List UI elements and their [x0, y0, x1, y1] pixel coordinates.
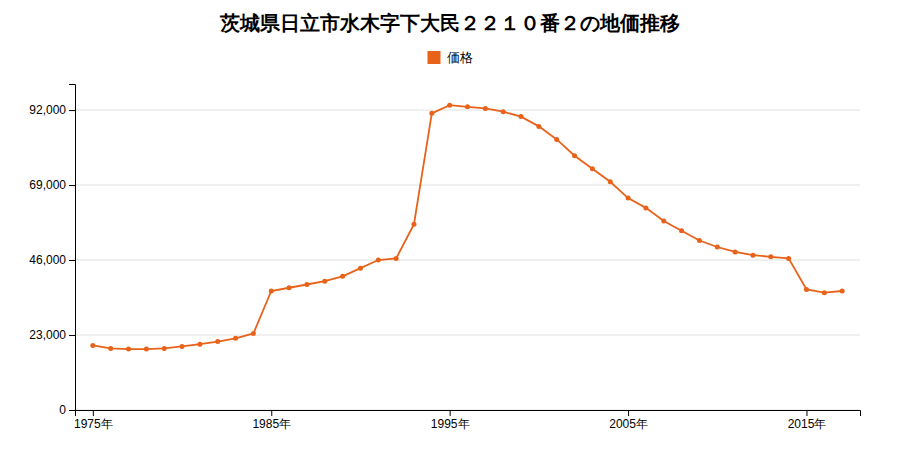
- x-tick-label: 1975年: [74, 417, 113, 431]
- y-tick-label: 0: [59, 403, 66, 417]
- marker: [679, 228, 684, 233]
- marks: [90, 103, 844, 352]
- marker: [554, 137, 559, 142]
- x-tick-mark: [450, 410, 451, 416]
- marker: [626, 196, 631, 201]
- y-tick-label: 23,000: [29, 328, 66, 342]
- y-tick: 92,000: [29, 103, 75, 117]
- grid-line: [75, 110, 860, 111]
- y-tick-label: 92,000: [29, 103, 66, 117]
- x-tick-mark: [271, 410, 272, 416]
- marker: [233, 336, 238, 341]
- x-tick: 1985年: [252, 410, 291, 431]
- marker: [822, 290, 827, 295]
- marker: [340, 274, 345, 279]
- legend-item: 価格: [428, 50, 473, 65]
- marker: [786, 256, 791, 261]
- marker: [643, 205, 648, 210]
- marker: [750, 253, 755, 258]
- marker: [661, 218, 666, 223]
- marker: [251, 331, 256, 336]
- marker: [180, 344, 185, 349]
- x-tick: 2005年: [609, 410, 648, 431]
- marker: [287, 285, 292, 290]
- marker: [394, 256, 399, 261]
- x-axis: 1975年 1985年 1995年 2005年 2015年: [74, 410, 861, 431]
- marker: [465, 104, 470, 109]
- marker: [519, 114, 524, 119]
- marker: [590, 166, 595, 171]
- grid-line: [75, 185, 860, 186]
- plot-area: 1975年 1985年 1995年 2005年 2015年 0 23,000 46,000 69…: [29, 85, 860, 431]
- x-axis-line: [76, 411, 861, 417]
- legend: 価格: [428, 50, 473, 65]
- marker: [572, 153, 577, 158]
- marker: [197, 342, 202, 347]
- y-tick-mark: [69, 260, 75, 261]
- grid: [75, 110, 860, 410]
- marker: [411, 222, 416, 227]
- marker: [733, 249, 738, 254]
- marker: [215, 339, 220, 344]
- x-tick: 1995年: [431, 410, 470, 431]
- marker: [483, 106, 488, 111]
- y-tick-mark: [69, 335, 75, 336]
- y-tick: 0: [59, 403, 75, 417]
- y-tick-mark: [69, 410, 75, 411]
- x-tick-label: 1995年: [431, 417, 470, 431]
- y-tick: 69,000: [29, 178, 75, 192]
- marker: [108, 346, 113, 351]
- marker: [90, 343, 95, 348]
- marker: [697, 238, 702, 243]
- marker: [162, 346, 167, 351]
- marker: [804, 287, 809, 292]
- marker: [608, 179, 613, 184]
- y-axis-line: [69, 85, 76, 411]
- marker: [144, 347, 149, 352]
- y-tick-mark: [69, 110, 75, 111]
- chart: 茨城県日立市水木字下大民２２１０番２の地価推移 1975年 1985年 1995年 20…: [0, 0, 900, 450]
- x-tick-label: 1985年: [252, 417, 291, 431]
- title: 茨城県日立市水木字下大民２２１０番２の地価推移: [219, 11, 680, 35]
- x-tick-mark: [93, 410, 94, 416]
- legend-swatch: [428, 51, 441, 64]
- marker: [269, 289, 274, 294]
- marker: [501, 109, 506, 114]
- marker: [358, 266, 363, 271]
- markers: [90, 103, 844, 352]
- x-tick-label: 2015年: [788, 417, 827, 431]
- x-tick-label: 2005年: [609, 417, 648, 431]
- line: [93, 105, 842, 349]
- x-tick-mark: [806, 410, 807, 416]
- x-tick: 1975年: [74, 410, 113, 431]
- legend-label: 価格: [447, 50, 473, 65]
- y-tick-label: 46,000: [29, 253, 66, 267]
- marker: [768, 254, 773, 259]
- grid-line: [75, 260, 860, 261]
- marker: [376, 258, 381, 263]
- marker: [304, 282, 309, 287]
- marker: [840, 289, 845, 294]
- marker: [126, 347, 131, 352]
- marker: [447, 103, 452, 108]
- y-axis: 0 23,000 46,000 69,000 92,000: [29, 85, 75, 418]
- y-tick: 23,000: [29, 328, 75, 342]
- marker: [322, 279, 327, 284]
- x-tick: 2015年: [788, 410, 827, 431]
- y-tick-mark: [69, 185, 75, 186]
- y-tick-label: 69,000: [29, 178, 66, 192]
- marker: [536, 124, 541, 129]
- marker: [715, 245, 720, 250]
- marker: [429, 111, 434, 116]
- x-tick-mark: [628, 410, 629, 416]
- y-tick: 46,000: [29, 253, 75, 267]
- grid-line: [75, 335, 860, 336]
